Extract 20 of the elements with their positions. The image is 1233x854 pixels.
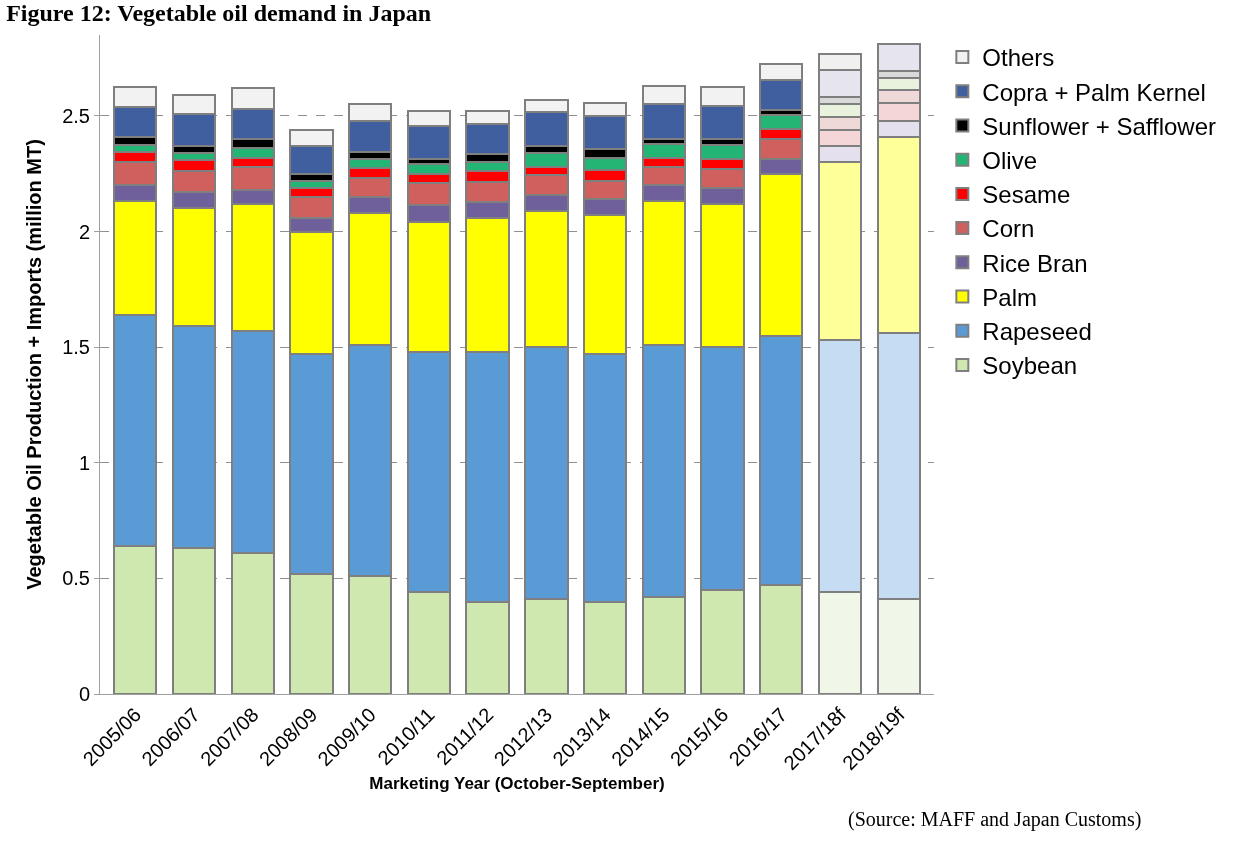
- y-tick-label: 0.5: [62, 567, 90, 590]
- legend-label: Rapeseed: [982, 318, 1092, 346]
- legend-label: Others: [982, 44, 1055, 72]
- legend-label: Palm: [982, 283, 1038, 311]
- legend-label: Rice Bran: [982, 249, 1088, 277]
- y-tick-label: 2: [78, 220, 90, 243]
- y-tick-label: 0: [78, 683, 90, 705]
- y-tick-label: 1.5: [62, 336, 90, 359]
- y-tick-label: 2.5: [62, 104, 90, 127]
- y-tick-label: 1: [78, 451, 90, 474]
- legend-label: Olive: [982, 147, 1038, 175]
- legend-label: Corn: [982, 215, 1035, 243]
- legend-label: Copra + Palm Kernel: [982, 78, 1206, 106]
- y-axis-title: Vegetable Oil Production + Imports (million MT): [22, 139, 45, 590]
- x-axis-title: Marketing Year (October-September): [369, 774, 665, 794]
- text: (Source: MAFF and Japan Customs): [848, 808, 1142, 831]
- legend-label: Sesame: [982, 181, 1071, 209]
- chart-title: Figure 12: Vegetable oil demand in Japan: [6, 0, 432, 27]
- legend-label: Sunflower + Safflower: [982, 112, 1217, 140]
- legend-label: Soybean: [982, 352, 1078, 380]
